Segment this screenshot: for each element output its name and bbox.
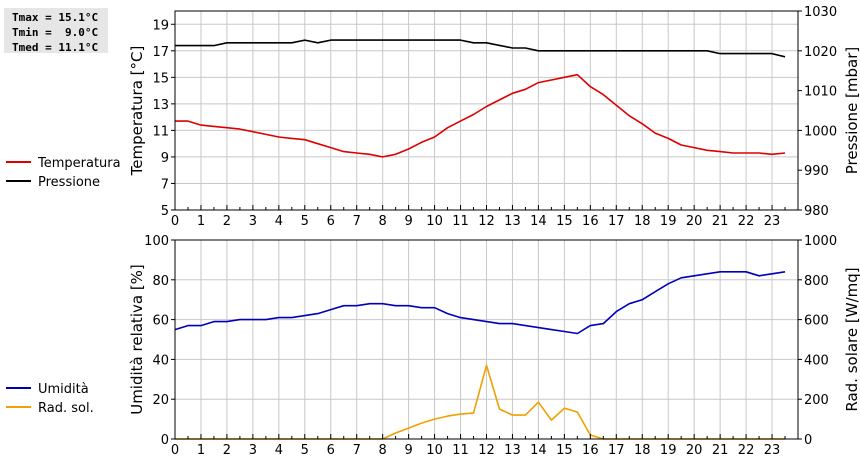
x-tick-label: 21 xyxy=(712,443,729,458)
x-tick-label: 8 xyxy=(379,443,387,458)
y-tick-label: 13 xyxy=(152,98,169,113)
y-tick-label: 9 xyxy=(161,151,169,166)
x-tick-label: 14 xyxy=(530,214,547,229)
x-tick-label: 15 xyxy=(556,443,573,458)
x-tick-label: 5 xyxy=(301,443,309,458)
x-tick-label: 23 xyxy=(764,443,781,458)
x-tick-label: 13 xyxy=(504,443,521,458)
x-tick-label: 3 xyxy=(249,443,257,458)
y2-tick-label: 980 xyxy=(804,204,829,219)
x-tick-label: 19 xyxy=(660,443,677,458)
legend-label: Pressione xyxy=(38,175,100,190)
x-tick-label: 23 xyxy=(764,214,781,229)
y-tick-label: 7 xyxy=(161,177,169,192)
x-tick-label: 12 xyxy=(478,214,495,229)
x-tick-label: 10 xyxy=(426,443,443,458)
x-tick-label: 2 xyxy=(223,443,231,458)
y-tick-label: 80 xyxy=(152,274,169,289)
x-tick-label: 6 xyxy=(327,214,335,229)
x-tick-label: 11 xyxy=(452,443,469,458)
x-tick-label: 7 xyxy=(353,214,361,229)
x-tick-label: 20 xyxy=(686,214,703,229)
y2-tick-label: 1020 xyxy=(804,45,837,60)
x-tick-label: 19 xyxy=(660,214,677,229)
y2-tick-label: 1000 xyxy=(804,234,837,249)
y2-tick-label: 1000 xyxy=(804,124,837,139)
x-tick-label: 6 xyxy=(327,443,335,458)
legend-label: Temperatura xyxy=(37,156,121,171)
x-tick-label: 18 xyxy=(634,443,651,458)
x-tick-label: 17 xyxy=(608,214,625,229)
legend-label: Rad. sol. xyxy=(38,401,94,416)
x-tick-label: 0 xyxy=(171,214,179,229)
x-tick-label: 16 xyxy=(582,443,599,458)
stats-box: Tmax = 15.1°C Tmin = 9.0°C Tmed = 11.1°C xyxy=(4,8,108,54)
y2-tick-label: 800 xyxy=(804,274,829,289)
x-tick-label: 21 xyxy=(712,214,729,229)
y-tick-label: 40 xyxy=(152,353,169,368)
x-tick-label: 11 xyxy=(452,214,469,229)
x-tick-label: 18 xyxy=(634,214,651,229)
x-tick-label: 5 xyxy=(301,214,309,229)
x-tick-label: 4 xyxy=(275,214,283,229)
series-line-0-0 xyxy=(175,73,786,158)
y2-axis-label: Rad. solare [W/mq] xyxy=(843,267,860,411)
x-tick-label: 2 xyxy=(223,214,231,229)
x-tick-label: 9 xyxy=(404,443,412,458)
x-tick-label: 14 xyxy=(530,443,547,458)
y-tick-label: 17 xyxy=(152,45,169,60)
y2-tick-label: 1010 xyxy=(804,85,837,100)
y2-axis-label: Pressione [mbar] xyxy=(843,47,860,175)
y2-tick-label: 400 xyxy=(804,353,829,368)
y2-tick-label: 990 xyxy=(804,164,829,179)
x-tick-label: 0 xyxy=(171,443,179,458)
y-tick-label: 20 xyxy=(152,393,169,408)
y2-tick-label: 0 xyxy=(804,433,812,448)
y-tick-label: 100 xyxy=(144,234,169,249)
y2-tick-label: 600 xyxy=(804,314,829,329)
x-tick-label: 1 xyxy=(197,214,205,229)
x-tick-label: 1 xyxy=(197,443,205,458)
x-tick-label: 22 xyxy=(738,443,755,458)
tmed-label: Tmed = 11.1°C xyxy=(12,41,99,54)
y-axis-label: Umidità relativa [%] xyxy=(128,264,146,415)
y2-tick-label: 200 xyxy=(804,393,829,408)
y-tick-label: 60 xyxy=(152,314,169,329)
x-tick-label: 7 xyxy=(353,443,361,458)
tmax-label: Tmax = 15.1°C xyxy=(12,11,99,24)
x-tick-label: 20 xyxy=(686,443,703,458)
x-tick-label: 3 xyxy=(249,214,257,229)
legend-label: Umidità xyxy=(38,382,89,397)
y-axis-label: Temperatura [°C] xyxy=(128,46,146,177)
x-tick-label: 12 xyxy=(478,443,495,458)
x-tick-label: 16 xyxy=(582,214,599,229)
x-tick-label: 9 xyxy=(404,214,412,229)
series-line-1-1 xyxy=(175,364,785,440)
x-tick-label: 17 xyxy=(608,443,625,458)
x-tick-label: 15 xyxy=(556,214,573,229)
x-tick-label: 10 xyxy=(426,214,443,229)
y-tick-label: 5 xyxy=(161,204,169,219)
x-tick-label: 8 xyxy=(379,214,387,229)
x-tick-label: 13 xyxy=(504,214,521,229)
y-tick-label: 19 xyxy=(152,18,169,33)
series-line-0-1 xyxy=(175,39,786,58)
y-tick-label: 0 xyxy=(161,433,169,448)
tmin-label: Tmin = 9.0°C xyxy=(12,26,99,39)
series-line-1-0 xyxy=(174,270,786,335)
x-tick-label: 22 xyxy=(738,214,755,229)
x-tick-label: 4 xyxy=(275,443,283,458)
y-tick-label: 15 xyxy=(152,71,169,86)
y2-tick-label: 1030 xyxy=(804,5,837,20)
y-tick-label: 11 xyxy=(152,124,169,139)
